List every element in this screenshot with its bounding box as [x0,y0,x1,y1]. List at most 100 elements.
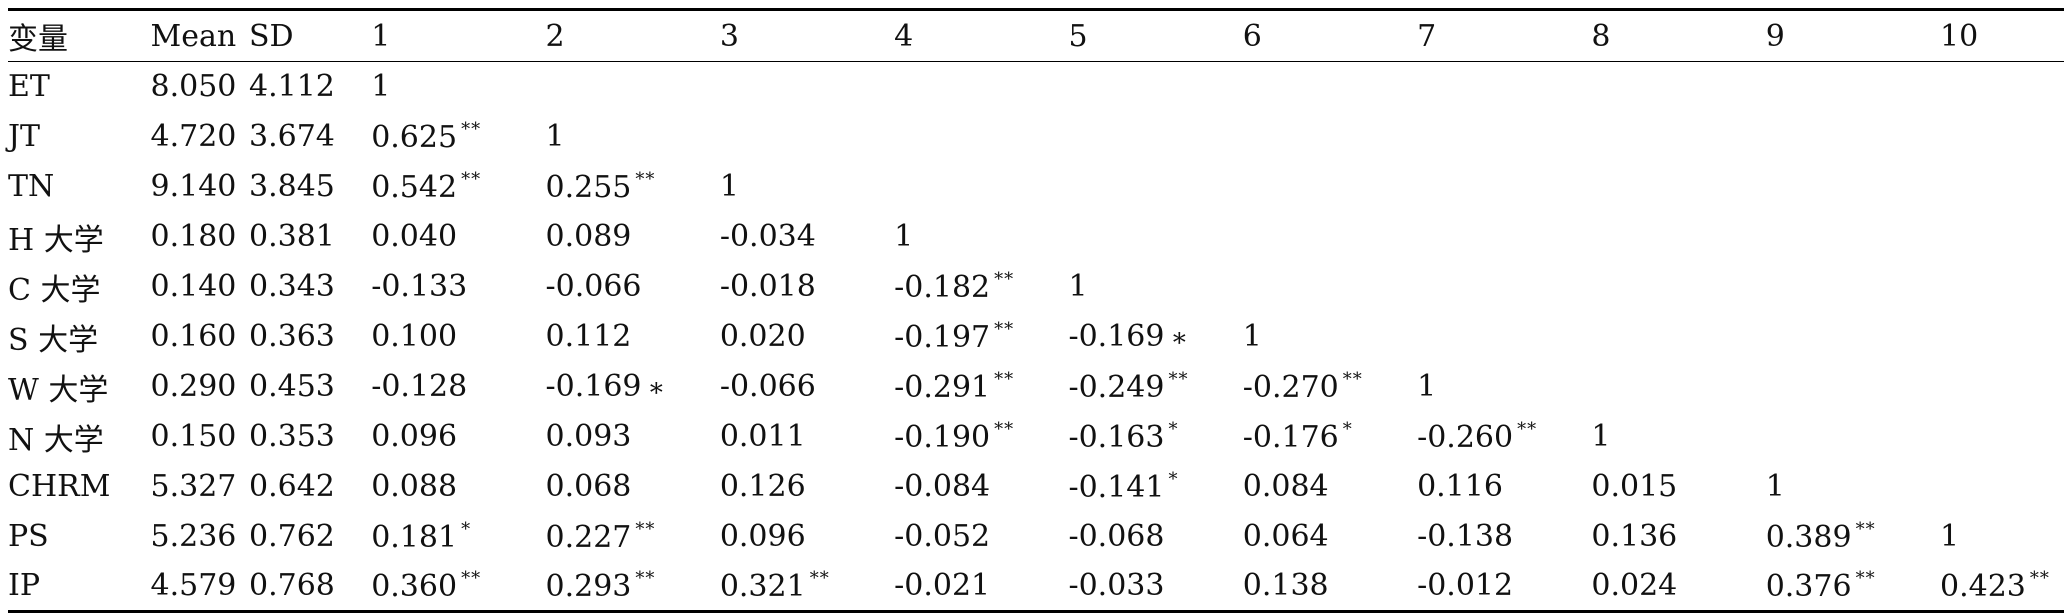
correlation-cell: 0.255 ** [546,162,720,212]
correlation-cell [1591,262,1765,312]
correlation-value: -0.190 [894,419,991,455]
correlation-cell: 0.542 ** [371,162,545,212]
correlation-cell [1417,62,1591,112]
correlation-value: 0.376 [1765,568,1852,604]
mean-cell-value: 4.720 [150,119,237,154]
correlation-cell: 0.423 ** [1940,561,2064,613]
sd-cell-value: 0.353 [248,419,335,454]
correlation-cell: 1 [546,112,720,162]
correlation-value: 0.255 [545,169,632,205]
mean-cell: 0.160 [145,312,241,362]
correlation-cell: 0.360 ** [371,561,546,613]
correlation-cell [1068,62,1242,112]
significance-marker: ** [994,268,1015,290]
sd-cell-value: 3.674 [248,119,335,154]
correlation-cell: -0.176 * [1243,412,1417,462]
correlation-value: -0.176 [1242,419,1339,455]
correlation-cell [1243,162,1417,212]
correlation-cell: 0.040 [371,212,545,262]
mean-cell: 4.720 [145,112,241,162]
header-col-3: 1 [371,8,546,62]
correlation-cell [1591,162,1765,212]
correlation-cell: 0.084 [1243,462,1417,512]
correlation-value: 0.089 [545,219,632,254]
correlation-cell: -0.066 [720,362,894,412]
significance-marker: * [1342,418,1353,440]
correlation-cell [1591,62,1765,112]
header-col-5: 3 [719,8,895,62]
correlation-cell [1940,412,2064,462]
correlation-cell [1243,62,1417,112]
significance-marker: * [461,518,472,540]
correlation-cell [1940,312,2064,362]
sd-cell: 0.762 [241,512,371,562]
header-col-12: 10 [1940,8,2064,62]
significance-marker: ** [994,368,1015,390]
correlation-value: -0.197 [894,319,991,355]
sd-cell-value: 0.343 [248,269,335,304]
correlation-value: -0.128 [371,369,468,404]
correlation-cell [1940,112,2064,162]
significance-marker: ** [1855,518,1876,540]
sd-cell: 0.381 [241,212,371,262]
correlation-cell [1417,312,1591,362]
mean-cell: 0.290 [145,362,241,412]
correlation-value: 1 [545,119,565,154]
correlation-cell: 1 [1940,512,2064,562]
row-label-value: TN [8,169,55,204]
correlation-cell: 0.093 [546,412,720,462]
correlation-value: -0.066 [545,269,642,304]
correlation-cell: -0.291 ** [894,362,1068,412]
correlation-cell: 0.321 ** [719,561,895,613]
correlation-cell [894,112,1068,162]
correlation-cell: -0.068 [1068,512,1242,562]
correlation-value: 0.020 [719,319,806,354]
sd-cell: 4.112 [241,62,371,112]
correlation-value: 1 [1940,519,1960,554]
sd-cell: 3.674 [241,112,371,162]
table-row: TN 9.140 3.845 0.542 ** 0.255 ** 1 [8,162,2064,212]
correlation-cell [720,112,894,162]
correlation-value: 0.040 [371,219,458,254]
significance-marker: ** [994,318,1015,340]
sd-cell-value: 0.381 [248,219,335,254]
correlation-cell: -0.033 [1068,561,1243,613]
correlation-value: -0.260 [1417,419,1514,455]
correlation-value: 1 [1068,269,1088,304]
significance-marker: ∗ [647,373,666,403]
correlation-value: -0.291 [894,369,991,405]
correlation-cell [1940,362,2064,412]
correlation-cell [1417,112,1591,162]
correlation-cell: -0.141 * [1068,462,1242,512]
correlation-cell: 0.389 ** [1766,512,1940,562]
correlation-cell: -0.138 [1417,512,1591,562]
correlation-value: 1 [371,69,391,105]
sd-cell: 0.642 [241,462,371,512]
correlation-value: 0.625 [371,119,458,155]
correlation-value: -0.163 [1068,419,1165,455]
correlation-value: 0.093 [545,419,632,454]
row-label: H 大学 [8,212,145,262]
correlation-cell: -0.163 * [1068,412,1242,462]
correlation-cell [1940,162,2064,212]
mean-cell: 8.050 [145,62,241,112]
correlation-value: 0.227 [545,519,632,555]
row-label: N 大学 [8,412,145,462]
mean-cell-value: 0.180 [150,219,237,254]
correlation-cell: 0.015 [1591,462,1765,512]
mean-cell: 0.180 [145,212,241,262]
row-label-value: IP [8,568,41,604]
table-row: PS 5.236 0.762 0.181 * 0.227 ** 0.096 -0.052 -0.0… [8,512,2064,562]
correlation-value: -0.133 [371,269,468,304]
sd-cell: 0.363 [241,312,371,362]
header-col-4: 2 [545,8,720,62]
row-label: C 大学 [8,262,145,312]
sd-cell: 0.768 [240,561,372,613]
correlation-value: -0.270 [1242,369,1339,405]
sd-cell-value: 0.762 [248,519,335,554]
correlation-value: 1 [1765,469,1785,504]
correlation-cell: 0.096 [371,412,545,462]
correlation-value: 1 [1417,369,1437,404]
correlation-value: -0.068 [1068,519,1165,554]
correlation-value: 0.136 [1591,519,1678,554]
